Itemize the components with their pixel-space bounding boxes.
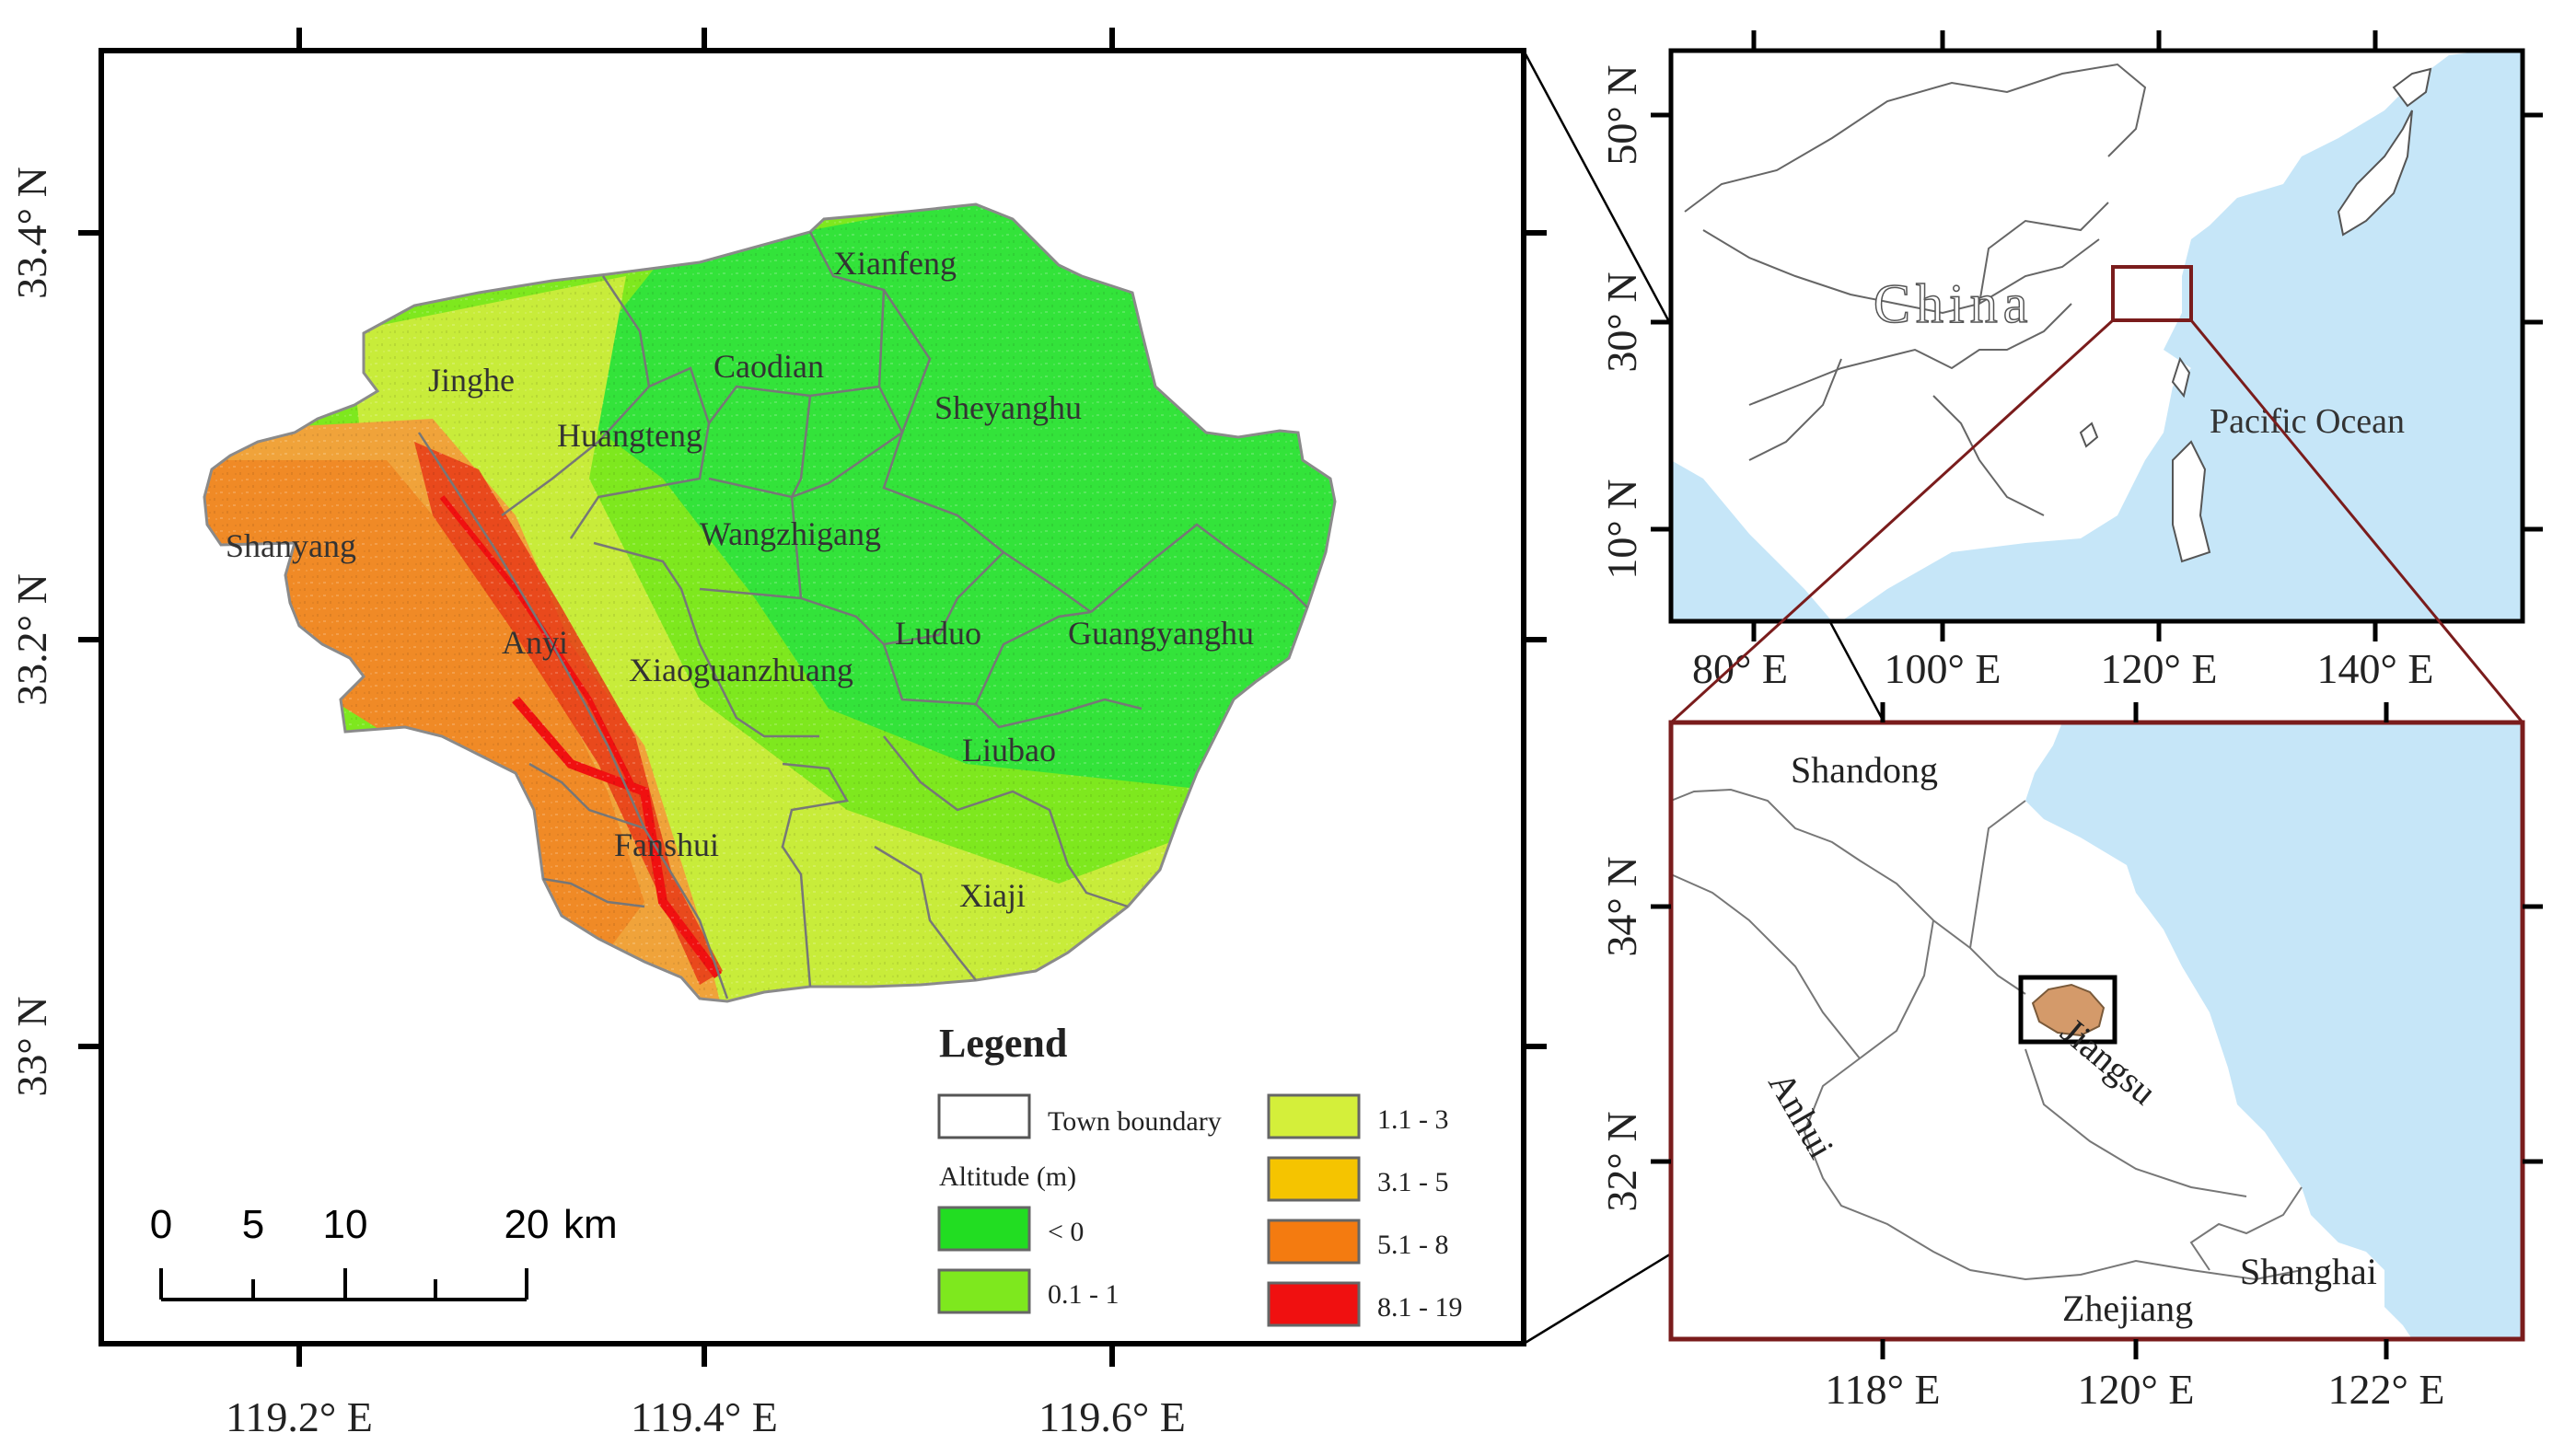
legend-class-label: 3.1 - 5 [1377,1167,1449,1197]
town-label-fanshui: Fanshui [614,826,719,863]
jiangsu-x-tick-label: 120° E [2078,1366,2195,1413]
scale-label: 20 [505,1202,550,1247]
main-x-tick-label: 119.6° E [1038,1393,1186,1440]
scale-bar: 0 5 10 20 km [150,1202,618,1301]
town-boundaries [417,231,1308,1000]
town-labels: Xianfeng Jinghe Caodian Sheyanghu Huangt… [226,245,1254,914]
china-axis-labels: 80° E 100° E 120° E 140° E 50° N 30° N 1… [1598,64,2434,692]
china-study-box [2111,265,2193,322]
town-label-anyi: Anyi [502,624,568,661]
china-y-tick-label: 10° N [1598,479,1645,579]
china-x-tick-label: 120° E [2101,645,2218,692]
china-map: China Pacific Ocean 80° E 100° E 120° E … [1598,30,2543,692]
china-x-tick-label: 140° E [2317,645,2434,692]
town-label-caodian: Caodian [714,348,824,385]
town-label-luduo: Luduo [895,615,981,652]
legend-class-label: < 0 [1048,1217,1084,1247]
scale-label: 10 [323,1202,368,1247]
legend-boundary-label: Town boundary [1048,1106,1222,1137]
legend-swatch [937,1206,1031,1252]
legend-swatch [1267,1281,1361,1327]
province-label-shandong: Shandong [1791,749,1938,791]
jiangsu-map-frame [1668,720,2525,1342]
town-label-xianfeng: Xianfeng [833,245,957,282]
legend-boundary-swatch [937,1093,1031,1139]
town-label-liubao: Liubao [962,732,1056,768]
legend-swatch [1267,1219,1361,1265]
town-label-xiaoguanzhuang: Xiaoguanzhuang [629,652,853,688]
scale-unit: km [563,1202,618,1247]
main-x-tick-label: 119.2° E [226,1393,373,1440]
china-x-tick-label: 100° E [1885,645,2001,692]
main-y-tick-label: 33° N [8,996,55,1096]
town-label-shanyang: Shanyang [226,527,356,564]
jiangsu-map: Shandong Anhui Jiangsu Zhejiang Shanghai… [1598,702,2543,1413]
china-x-tick-label: 80° E [1692,645,1788,692]
town-label-xiaji: Xiaji [959,877,1026,914]
legend-swatch [937,1268,1031,1314]
legend-title: Legend [939,1021,1067,1066]
legend-class-label: 5.1 - 8 [1377,1230,1449,1260]
legend-class-label: 1.1 - 3 [1377,1104,1449,1135]
china-map-frame [1668,48,2525,624]
main-x-tick-label: 119.4° E [631,1393,778,1440]
jiangsu-axis-labels: 118° E 120° E 122° E 34° N 32° N [1598,856,2445,1413]
scale-label: 5 [242,1202,264,1247]
china-land-details [2079,67,2432,563]
study-area-locator [2031,983,2106,1037]
legend-class-label: 0.1 - 1 [1048,1279,1120,1310]
scale-label: 0 [150,1202,172,1247]
china-map-ticks [1651,30,2543,641]
study-area-outline [203,202,1337,1003]
jiangsu-x-tick-label: 118° E [1825,1366,1940,1413]
legend-class-label: 8.1 - 19 [1377,1292,1463,1323]
town-label-wangzhigang: Wangzhigang [700,515,881,552]
jiangsu-y-tick-label: 34° N [1598,856,1645,956]
province-label-shanghai: Shanghai [2240,1251,2377,1292]
legend-swatch [1267,1156,1361,1202]
province-label-zhejiang: Zhejiang [2062,1288,2193,1329]
main-map: Xianfeng Jinghe Caodian Sheyanghu Huangt… [8,28,1547,1440]
main-y-tick-label: 33.4° N [8,167,55,299]
jiangsu-province-borders [1670,788,2303,1281]
china-borders [1684,63,2147,516]
main-y-tick-label: 33.2° N [8,573,55,706]
china-y-tick-label: 30° N [1598,272,1645,372]
china-label: China [1874,273,2033,334]
legend: Legend Town boundary Altitude (m) < 0 0.1… [937,1021,1463,1327]
main-map-axis-labels: 119.2° E 119.4° E 119.6° E 33.4° N 33.2°… [8,167,1186,1440]
jiangsu-study-box [2018,975,2117,1045]
legend-classes: < 0 0.1 - 1 1.1 - 3 3.1 - 5 5.1 - 8 8.1 - 19 [937,1093,1463,1327]
legend-altitude-title: Altitude (m) [939,1161,1076,1192]
jiangsu-map-ticks [1651,702,2543,1359]
legend-swatch [1267,1093,1361,1139]
town-label-jinghe: Jinghe [428,362,515,399]
jiangsu-x-tick-label: 122° E [2328,1366,2445,1413]
main-map-frame [99,48,1526,1346]
china-y-tick-label: 50° N [1598,64,1645,165]
inset-connectors [1669,318,2524,724]
main-map-ticks [78,28,1547,1367]
town-label-huangteng: Huangteng [557,417,702,454]
town-label-guangyanghu: Guangyanghu [1068,615,1254,652]
town-label-sheyanghu: Sheyanghu [934,389,1082,426]
jiangsu-y-tick-label: 32° N [1598,1111,1645,1211]
pacific-ocean-label: Pacific Ocean [2210,402,2405,441]
